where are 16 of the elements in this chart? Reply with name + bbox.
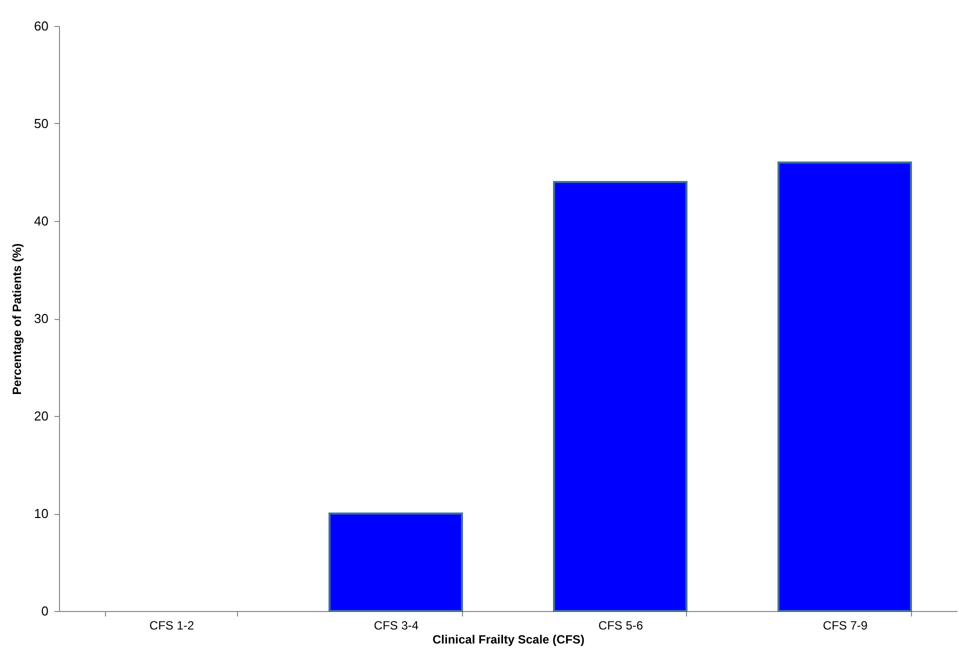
bar	[328, 512, 463, 612]
x-axis-title: Clinical Frailty Scale (CFS)	[432, 632, 585, 646]
x-tick-label: CFS 7-9	[822, 618, 868, 632]
y-tick-label: 30	[34, 311, 48, 326]
y-tick-label: 40	[34, 214, 48, 228]
x-tick-label: CFS 5-6	[598, 618, 644, 632]
bar	[553, 181, 688, 612]
y-tick-label: 50	[34, 116, 48, 131]
y-axis-title: Percentage of Patients (%)	[10, 243, 24, 395]
y-tick-label: 20	[34, 408, 48, 424]
y-tick-label: 0	[41, 604, 48, 618]
bar	[778, 162, 912, 612]
x-tick-label: CFS 1-2	[149, 618, 194, 632]
y-tick-label: 60	[34, 18, 48, 34]
y-tick-label: 10	[34, 506, 48, 521]
x-tick-label: CFS 3-4	[374, 618, 419, 632]
